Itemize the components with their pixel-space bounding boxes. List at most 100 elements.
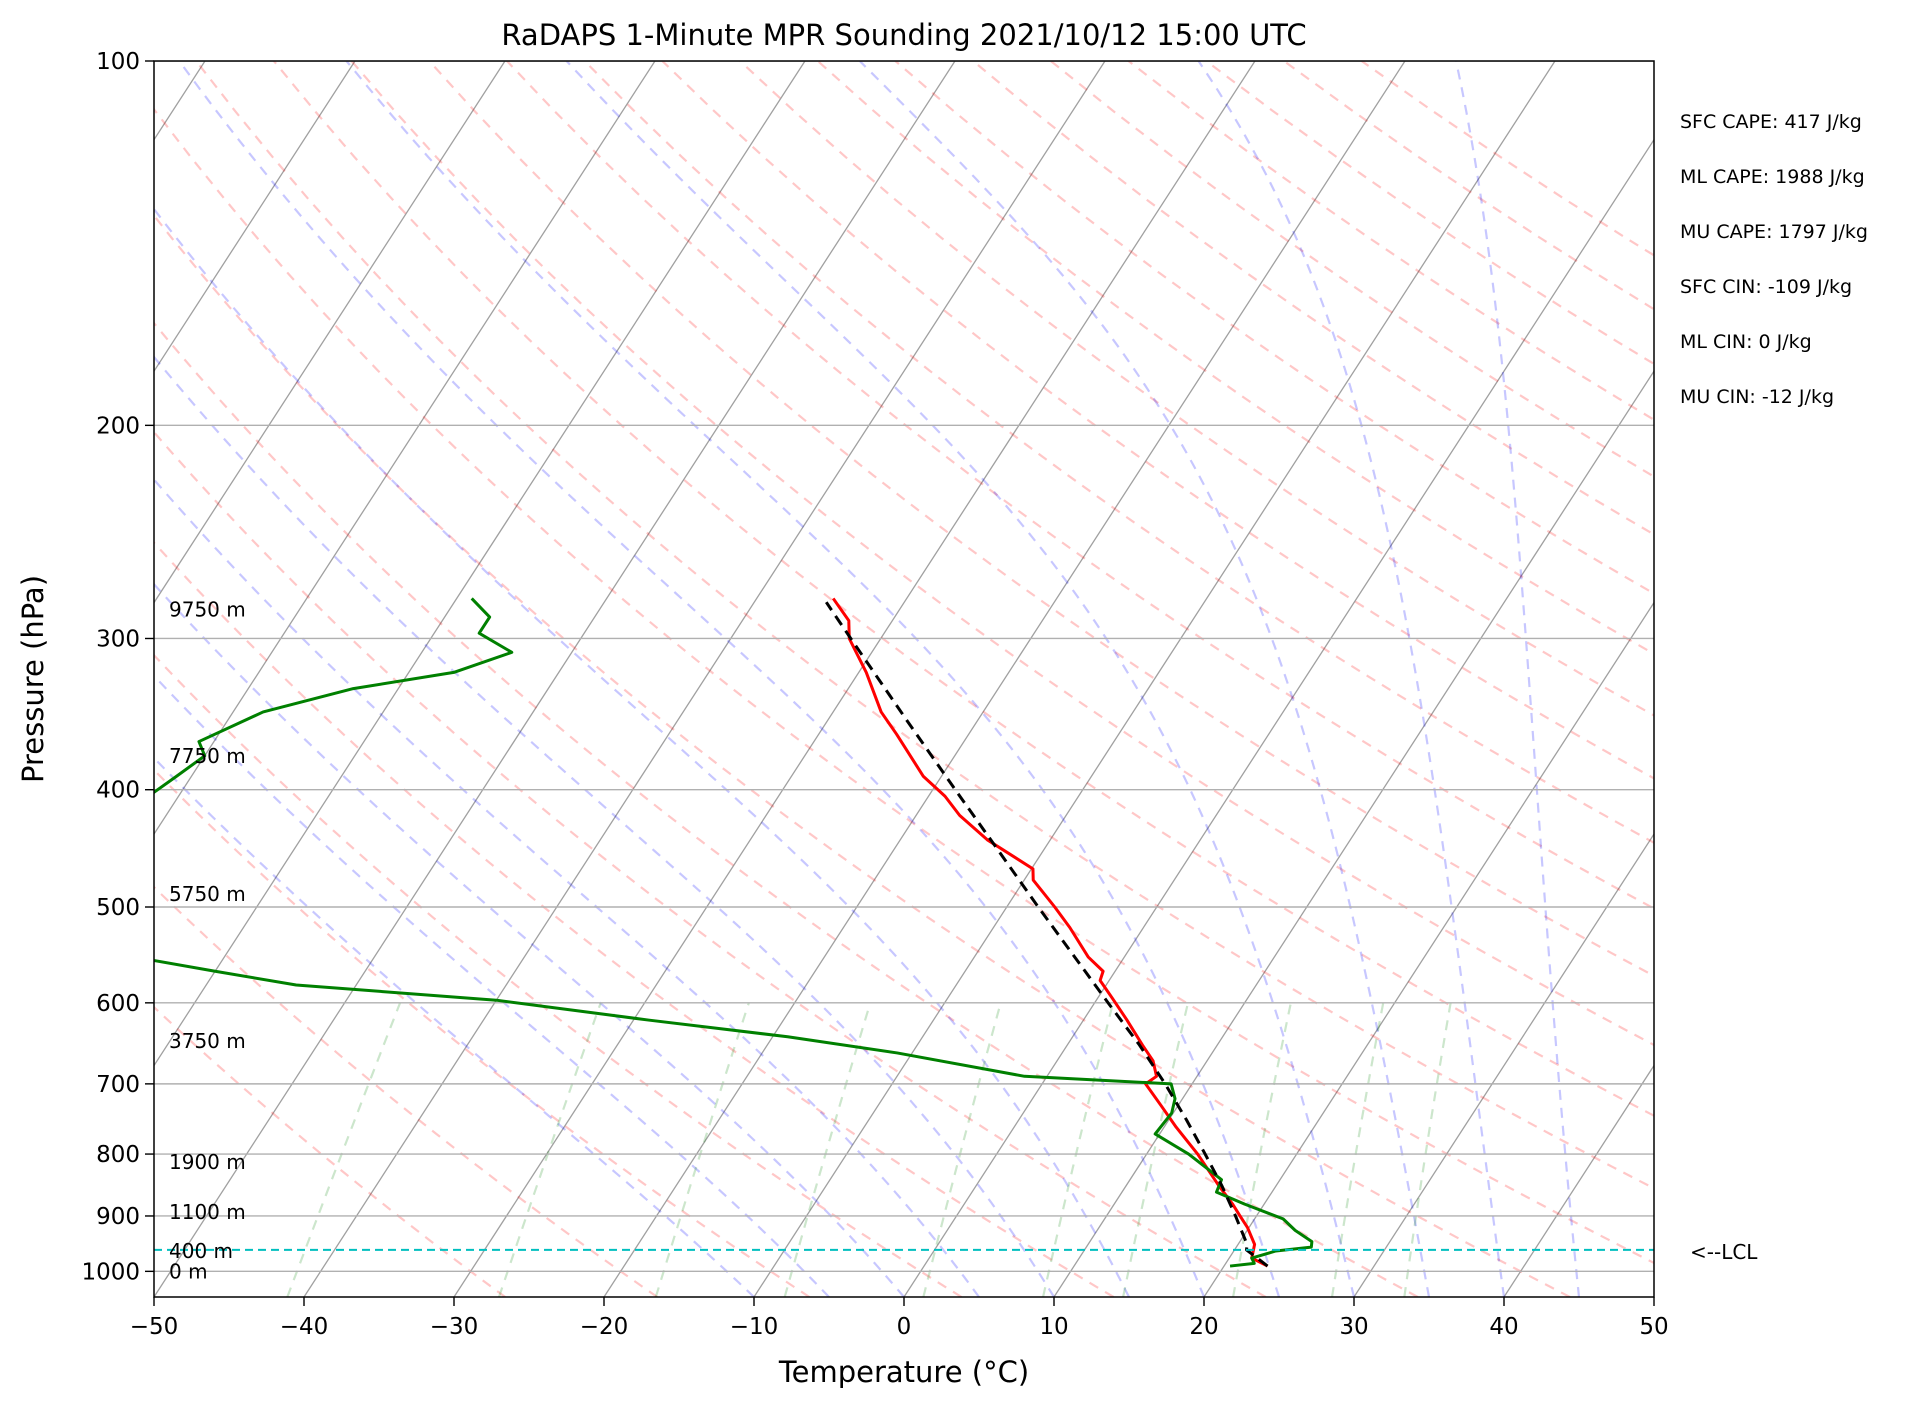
mixing-ratio-line (1232, 1002, 1292, 1297)
lcl-marker: <--LCL (154, 1240, 1758, 1264)
isotherm-line (1653, 1295, 1654, 1297)
mixing-ratio-line (1122, 1002, 1190, 1297)
height-label: 7750 m (169, 744, 246, 768)
y-tick-label: 800 (96, 1142, 140, 1168)
mixing-ratio-line (1330, 1002, 1385, 1297)
parameter-text: SFC CAPE: 417 J/kg (1680, 111, 1862, 133)
plot-frame (153, 60, 1655, 1298)
dry-adiabat-line (272, 61, 1654, 1117)
y-tick-label: 700 (96, 1072, 140, 1098)
dry-adiabat-line (154, 107, 1654, 1265)
isotherm-line (1503, 1064, 1654, 1297)
mixing-ratio-line (286, 1002, 402, 1297)
y-tick-label: 400 (96, 778, 140, 804)
isotherm-line (154, 61, 656, 836)
isotherm-line (453, 61, 1256, 1297)
x-tick-label: −40 (280, 1314, 329, 1340)
moist-adiabat-line (154, 674, 830, 1297)
height-label: 9750 m (169, 598, 246, 622)
parameter-text: ML CIN: 0 J/kg (1680, 331, 1812, 353)
isotherm-line (154, 61, 956, 1297)
x-axis: −50 −40 −30 −20 −10 0 10 20 30 40 50 (130, 1297, 1669, 1340)
moist-adiabat-line (154, 207, 1130, 1297)
moist-adiabat-line (178, 61, 1206, 1297)
dry-adiabat-line (972, 61, 1654, 536)
parameter-text: MU CIN: -12 J/kg (1680, 386, 1834, 408)
sounding-traces (154, 597, 1314, 1268)
dry-adiabat-line (428, 61, 1654, 978)
x-tick-label: −20 (580, 1314, 629, 1340)
isotherm-line (1353, 832, 1654, 1297)
dewpoint-line (154, 597, 1314, 1268)
parcel-profile-line (825, 601, 1269, 1268)
y-tick-label: 300 (96, 626, 140, 652)
height-label: 1900 m (169, 1150, 246, 1174)
dry-adiabat-line (195, 61, 1654, 1190)
y-tick-label: 1000 (81, 1259, 140, 1285)
dry-adiabat-line (350, 61, 1654, 1047)
dry-adiabat-line (154, 653, 963, 1297)
y-tick-label: 600 (96, 991, 140, 1017)
moist-adiabat-line (858, 61, 1431, 1297)
x-tick-label: 20 (1189, 1314, 1218, 1340)
moist-adiabat-line (154, 582, 905, 1297)
dry-adiabat-line (1127, 61, 1654, 421)
isotherm-line (753, 61, 1556, 1297)
dry-adiabat-line (154, 885, 658, 1297)
isotherm-line (1203, 601, 1654, 1297)
moist-adiabat-line (154, 756, 755, 1297)
dry-adiabat-line (661, 61, 1654, 780)
moist-adiabat-line (565, 61, 1356, 1297)
dry-adiabat-line (154, 541, 1115, 1297)
height-label: 400 m (169, 1239, 233, 1263)
dry-adiabat-line (894, 61, 1654, 595)
mixing-ratio-line (497, 1002, 602, 1297)
dry-adiabat-line (154, 430, 1267, 1297)
isotherm-line (1053, 369, 1654, 1297)
x-tick-label: 30 (1339, 1314, 1368, 1340)
isotherm-line (603, 61, 1406, 1297)
moist-adiabat-line (1197, 61, 1506, 1297)
y-axis-label: Pressure (hPa) (16, 575, 50, 783)
parameter-text: MU CAPE: 1797 J/kg (1680, 221, 1868, 243)
y-tick-label: 100 (96, 49, 140, 75)
x-tick-label: −10 (730, 1314, 779, 1340)
x-tick-label: −50 (130, 1314, 179, 1340)
y-tick-label: 900 (96, 1204, 140, 1230)
height-label: 0 m (169, 1259, 208, 1283)
moist-adiabat-line (1454, 61, 1581, 1297)
mixing-ratio-line (783, 1002, 872, 1297)
x-tick-label: 40 (1489, 1314, 1518, 1340)
dry-adiabat-line (154, 768, 811, 1297)
y-tick-label: 500 (96, 895, 140, 921)
dry-adiabat-line (583, 61, 1654, 844)
x-axis-label: Temperature (°C) (778, 1355, 1029, 1389)
moist-adiabat-line (154, 355, 1055, 1297)
moist-adiabat-line (345, 61, 1281, 1297)
x-tick-label: 0 (897, 1314, 912, 1340)
dry-adiabat-line (1360, 61, 1654, 257)
isotherm-line (903, 138, 1654, 1297)
background-lines (154, 61, 1654, 1297)
height-label: 3750 m (169, 1029, 246, 1053)
mixing-ratio-line (922, 1002, 1002, 1297)
parameter-text: SFC CIN: -109 J/kg (1680, 276, 1852, 298)
dry-adiabat-line (154, 213, 1571, 1297)
lcl-label: <--LCL (1690, 1240, 1758, 1264)
isotherm-line (154, 61, 506, 604)
height-label: 1100 m (169, 1200, 246, 1224)
y-axis: 100 200 300 400 500 600 700 800 900 1000 (81, 49, 154, 1285)
chart-title: RaDAPS 1-Minute MPR Sounding 2021/10/12 … (501, 18, 1306, 52)
x-tick-label: −30 (430, 1314, 479, 1340)
height-label: 5750 m (169, 882, 246, 906)
dry-adiabat-line (154, 321, 1419, 1297)
parameter-text: ML CAPE: 1988 J/kg (1680, 166, 1865, 188)
dry-adiabat-line (816, 61, 1654, 656)
isotherm-line (303, 61, 1106, 1297)
dry-adiabat-line (1283, 61, 1654, 311)
isotherm-line (154, 61, 356, 373)
y-tick-label: 200 (96, 413, 140, 439)
parameter-list: SFC CAPE: 417 J/kg ML CAPE: 1988 J/kg MU C… (1680, 111, 1868, 408)
